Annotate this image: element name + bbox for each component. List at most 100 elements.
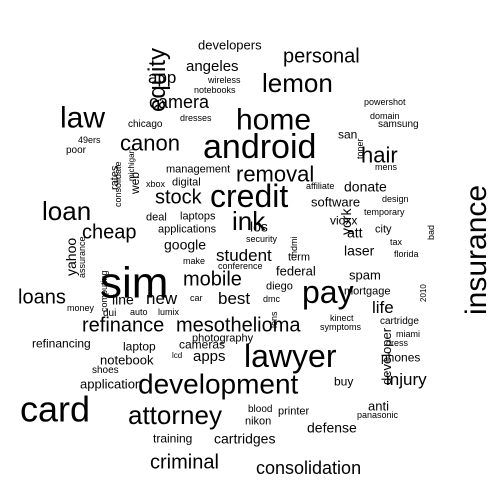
- word-bad: bad: [426, 224, 436, 240]
- word-2010: 2010: [419, 284, 428, 302]
- word-loans: loans: [18, 286, 66, 309]
- word-auto: auto: [130, 307, 148, 318]
- word-dmc: dmc: [263, 294, 281, 305]
- word-credit: credit: [210, 177, 289, 214]
- word-cheap: cheap: [82, 221, 137, 244]
- word-shoes: shoes: [92, 365, 119, 377]
- word-student: student: [216, 246, 272, 266]
- word-symptoms: symptoms: [320, 322, 362, 333]
- word-toner: toner: [355, 138, 365, 159]
- word-ink: ink: [232, 206, 266, 237]
- word-loan: loan: [42, 196, 92, 227]
- word-federal: federal: [276, 263, 316, 279]
- word-software: software: [311, 194, 361, 210]
- word-apps: apps: [193, 347, 226, 365]
- word-deal: deal: [146, 211, 167, 224]
- word-pay: pay: [302, 273, 354, 310]
- word-donate: donate: [344, 178, 387, 195]
- word-chicago: chicago: [128, 119, 163, 131]
- word-49ers: 49ers: [78, 135, 101, 146]
- word-xbox: xbox: [146, 179, 166, 190]
- word-consolidate: consolidate: [113, 161, 123, 207]
- word-hdmi: hdmi: [289, 236, 299, 256]
- word-cartridges: cartridges: [214, 430, 276, 447]
- word-yahoo: yahoo: [63, 237, 79, 276]
- word-domain: domain: [370, 111, 400, 122]
- word-removal: removal: [236, 161, 315, 187]
- word-angeles: angeles: [186, 57, 239, 75]
- word-dui: dui: [103, 308, 117, 320]
- word-miami: miami: [396, 329, 420, 340]
- word-stock: stock: [155, 186, 202, 209]
- word-laptop: laptop: [123, 339, 156, 354]
- word-criminal: criminal: [150, 451, 219, 474]
- word-anti: anti: [368, 398, 389, 414]
- word-diego: diego: [266, 280, 293, 293]
- word-tax: tax: [390, 237, 403, 248]
- word-camera: camera: [149, 92, 210, 113]
- word-printer: printer: [278, 405, 310, 418]
- word-personal: personal: [283, 45, 360, 68]
- word-computing: computing: [99, 270, 109, 312]
- word-training: training: [153, 431, 193, 446]
- word-cartridge: cartridge: [380, 316, 419, 328]
- word-lawyer: lawyer: [244, 337, 337, 374]
- word-affiliate: affiliate: [306, 181, 335, 192]
- word-phones: phones: [381, 350, 421, 365]
- word-michigan: michigan: [127, 148, 136, 181]
- word-att: att: [347, 224, 363, 241]
- word-home: home: [236, 103, 312, 137]
- word-vioxx: vioxx: [330, 213, 358, 228]
- word-laser: laser: [344, 242, 375, 259]
- word-consolidation: consolidation: [256, 458, 362, 479]
- word-mortgage: mortgage: [344, 285, 391, 298]
- word-lumix: lumix: [158, 307, 180, 318]
- word-app: app: [148, 68, 177, 88]
- word-lemon: lemon: [262, 68, 333, 99]
- word-defense: defense: [307, 419, 357, 436]
- word-best: best: [218, 289, 251, 309]
- word-laptops: laptops: [180, 210, 216, 223]
- word-sim: sim: [100, 258, 169, 308]
- word-development: development: [138, 368, 299, 400]
- word-security: security: [246, 234, 278, 245]
- word-wireless: wireless: [208, 75, 241, 86]
- word-money: money: [67, 303, 95, 314]
- word-poor: poor: [66, 145, 87, 157]
- word-dresses: dresses: [180, 113, 212, 124]
- word-injury: injury: [386, 370, 427, 390]
- word-mesothelioma: mesothelioma: [176, 314, 301, 337]
- word-refinance: refinance: [82, 314, 165, 337]
- word-hair: hair: [361, 142, 398, 168]
- word-powershot: powershot: [364, 97, 406, 108]
- word-kinect: kinect: [330, 313, 354, 324]
- word-design: design: [382, 194, 409, 205]
- word-management: management: [166, 163, 231, 176]
- word-san: san: [338, 127, 358, 142]
- word-cameras: cameras: [179, 337, 226, 352]
- word-make: make: [183, 256, 206, 267]
- word-samsung: samsung: [378, 119, 419, 131]
- word-photography: photography: [192, 332, 254, 345]
- word-lcd: lcd: [172, 350, 183, 360]
- word-lens: lens: [269, 311, 279, 328]
- word-notebooks: notebooks: [194, 85, 236, 96]
- word-conference: conference: [218, 261, 263, 272]
- word-los: los: [250, 218, 268, 235]
- word-refinancing: refinancing: [32, 336, 91, 351]
- word-notebook: notebook: [100, 352, 154, 368]
- word-mobile: mobile: [183, 268, 242, 291]
- word-panasonic: panasonic: [357, 410, 399, 421]
- word-dress: dress: [386, 338, 409, 349]
- word-law: law: [60, 101, 106, 135]
- word-term: term: [288, 251, 310, 264]
- word-blood: blood: [248, 404, 273, 416]
- word-application: application: [80, 376, 143, 392]
- word-spam: spam: [349, 267, 381, 283]
- word-applications: applications: [158, 223, 217, 236]
- word-canon: canon: [120, 130, 180, 156]
- word-assurance: assurance: [77, 236, 87, 278]
- word-new: new: [146, 289, 178, 309]
- word-line: line: [112, 291, 134, 308]
